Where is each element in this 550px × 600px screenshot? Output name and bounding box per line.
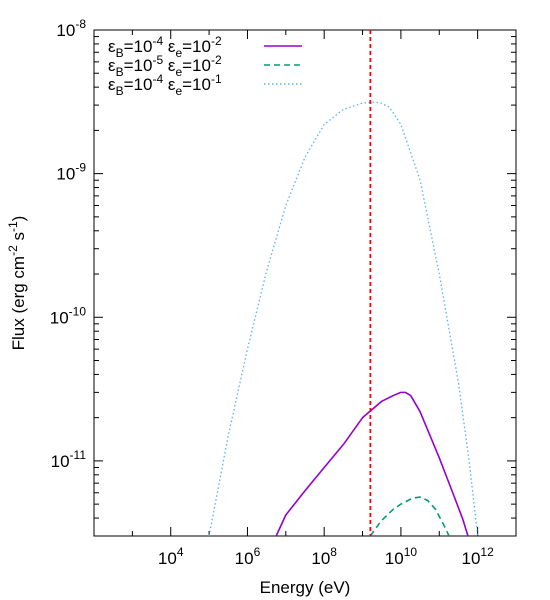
- series-line-1: [275, 391, 469, 536]
- series-line-2: [369, 496, 450, 536]
- x-tick-label: 1010: [385, 545, 418, 568]
- legend-label-3: εB=10-4 εe=10-1: [108, 72, 222, 98]
- x-tick-label: 104: [158, 545, 184, 568]
- x-axis-label: Energy (eV): [260, 578, 351, 597]
- y-tick-label: 10-11: [51, 448, 87, 471]
- y-tick-label: 10-9: [56, 161, 86, 184]
- axis-ticks: 104 106 108 1010 1012 10-8 10-9 10-10 10-11: [50, 17, 517, 568]
- x-tick-label: 108: [311, 545, 337, 568]
- legend-label-1: εB=10-4 εe=10-2: [108, 34, 222, 60]
- y-axis-label: Flux (erg cm-2 s-1): [6, 216, 28, 351]
- plot-border: [93, 29, 517, 537]
- series-line-3: [208, 101, 479, 536]
- axes-frame: [93, 29, 517, 537]
- legend-label-2: εB=10-5 εe=10-2: [108, 53, 222, 79]
- y-tick-label: 10-8: [56, 17, 86, 40]
- legend: εB=10-4 εe=10-2εB=10-5 εe=10-2εB=10-4 εe…: [108, 34, 302, 98]
- x-tick-label: 106: [235, 545, 261, 568]
- series-layer: [208, 101, 479, 536]
- x-tick-label: 1012: [461, 545, 494, 568]
- y-tick-label: 10-10: [50, 304, 87, 327]
